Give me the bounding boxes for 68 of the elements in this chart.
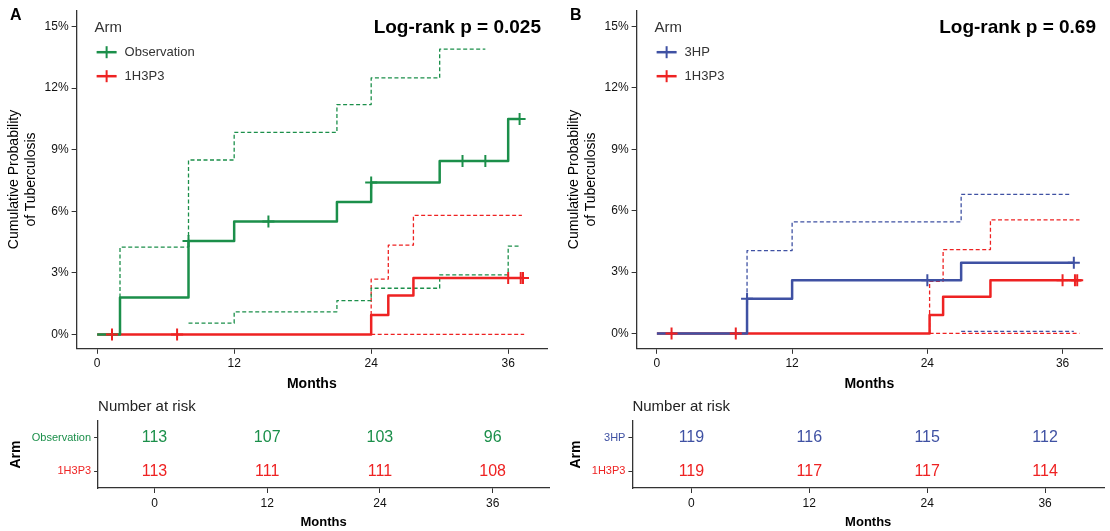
y-tick-label: 15% [44, 18, 69, 33]
x-tick-label: 24 [920, 495, 935, 510]
x-tick-label: 36 [1038, 495, 1053, 510]
data-label: 119 [678, 461, 705, 479]
y-tick-label: 3HP [604, 430, 626, 443]
y-tick-label: 0% [611, 325, 629, 340]
y-axis-title: Cumulative Probability of Tuberculosis [5, 109, 39, 250]
data-label: 96 [483, 428, 502, 446]
y-tick-label: 12% [44, 80, 69, 95]
data-label: 108 [479, 461, 507, 479]
x-tick-label: 0 [93, 356, 101, 371]
chart-title: Number at risk [98, 396, 197, 414]
y-tick-label: 6% [611, 203, 629, 218]
x-axis-title: Months [845, 513, 892, 529]
legend-title: Arm [654, 18, 683, 36]
y-tick-label: 0% [51, 326, 69, 341]
y-tick-label: 1H3P3 [591, 464, 626, 477]
legend-label: 3HP [684, 43, 710, 59]
x-tick-label: 24 [364, 356, 379, 371]
y-tick-label: 1H3P3 [57, 464, 92, 477]
y-tick-label: 15% [604, 18, 629, 33]
chart-title: B [570, 6, 582, 24]
x-tick-label: 0 [688, 495, 696, 510]
legend-title: Arm [94, 18, 123, 36]
data-label: 119 [678, 428, 705, 446]
data-label: 107 [253, 428, 281, 446]
y-tick-label: 3% [611, 264, 629, 279]
data-label: 117 [796, 461, 823, 479]
data-label: 113 [141, 461, 168, 479]
x-tick-label: 36 [1055, 356, 1070, 371]
data-label: 103 [366, 428, 394, 446]
y-tick-label: 12% [604, 80, 629, 95]
y-tick-label: 9% [611, 141, 629, 156]
legend-label: Observation [124, 43, 195, 59]
chart-title: A [10, 6, 22, 24]
data-label: 111 [255, 461, 280, 479]
x-axis-title: Months [300, 513, 347, 529]
data-label: 117 [914, 461, 941, 479]
y-tick-label: Observation [31, 430, 92, 443]
data-label: 112 [1032, 428, 1058, 446]
chart-title: Number at risk [632, 396, 731, 414]
data-label: 114 [1032, 461, 1058, 479]
annotation: Log-rank p = 0.025 [373, 15, 542, 37]
annotation: Log-rank p = 0.69 [939, 15, 1096, 37]
x-tick-label: 36 [501, 356, 516, 371]
y-tick-label: 6% [51, 203, 69, 218]
data-label: 111 [367, 461, 393, 479]
x-tick-label: 24 [373, 495, 387, 510]
x-axis-title: Months [844, 375, 895, 392]
data-label: 116 [796, 428, 823, 446]
legend-label: 1H3P3 [684, 67, 725, 83]
y-axis-title: Arm [567, 440, 584, 469]
y-tick-label: 3% [51, 265, 69, 280]
y-axis-title: Arm [7, 440, 24, 469]
x-tick-label: 24 [920, 356, 935, 371]
legend-label: 1H3P3 [124, 67, 165, 83]
x-tick-label: 0 [653, 356, 661, 371]
x-tick-label: 12 [227, 356, 242, 371]
x-tick-label: 36 [485, 495, 500, 510]
x-tick-label: 12 [260, 495, 275, 510]
x-axis-title: Months [286, 375, 337, 392]
x-tick-label: 12 [785, 356, 800, 371]
data-label: 113 [141, 428, 168, 446]
y-axis-title: Cumulative Probability of Tuberculosis [565, 109, 599, 250]
x-tick-label: 12 [802, 495, 817, 510]
data-label: 115 [914, 428, 941, 446]
x-tick-label: 0 [151, 495, 159, 510]
y-tick-label: 9% [51, 142, 69, 157]
